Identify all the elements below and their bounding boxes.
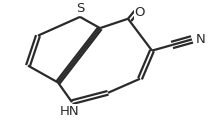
Text: O: O xyxy=(135,6,145,19)
Text: N: N xyxy=(196,33,206,46)
Text: HN: HN xyxy=(60,105,80,118)
Text: S: S xyxy=(76,2,84,15)
